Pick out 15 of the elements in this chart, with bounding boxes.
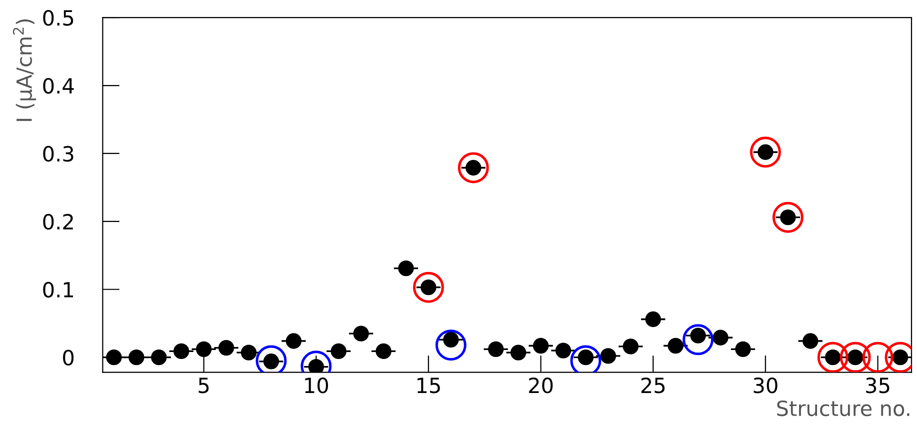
x-tick-label: 5 — [198, 378, 209, 394]
y-tick-label: 0 — [63, 350, 74, 366]
y-tick-label: 0.3 — [43, 146, 74, 162]
x-tick-label: 30 — [754, 378, 778, 394]
y-tick-label: 0.2 — [43, 214, 73, 230]
x-tick-label: 20 — [529, 378, 553, 394]
y-axis-title: I (μA/cm$^{2}$) — [12, 19, 36, 121]
y-tick-label: 0.5 — [43, 10, 74, 26]
y-tick-label: 0.1 — [43, 282, 74, 298]
y-tick-label: 0.4 — [43, 78, 74, 94]
x-tick-label: 15 — [418, 378, 440, 394]
x-tick-label: 10 — [305, 378, 328, 394]
x-tick-label: 35 — [866, 378, 890, 394]
x-axis-title: Structure no. — [777, 400, 910, 416]
x-tick-label: 25 — [641, 378, 665, 394]
